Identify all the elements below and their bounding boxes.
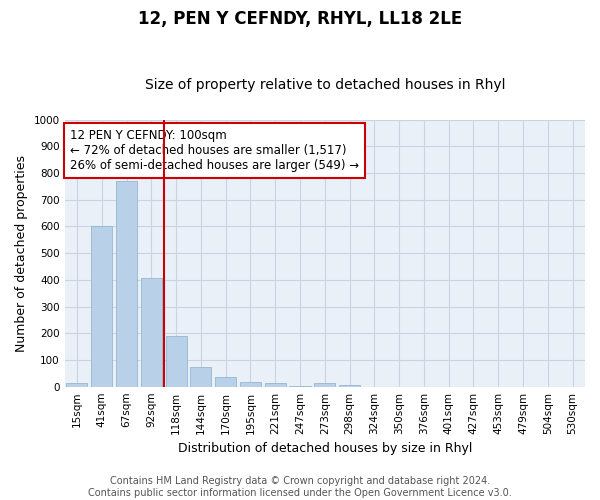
Text: 12 PEN Y CEFNDY: 100sqm
← 72% of detached houses are smaller (1,517)
26% of semi: 12 PEN Y CEFNDY: 100sqm ← 72% of detache… bbox=[70, 129, 359, 172]
Bar bbox=[91, 226, 112, 386]
Text: 12, PEN Y CEFNDY, RHYL, LL18 2LE: 12, PEN Y CEFNDY, RHYL, LL18 2LE bbox=[138, 10, 462, 28]
Text: Contains HM Land Registry data © Crown copyright and database right 2024.
Contai: Contains HM Land Registry data © Crown c… bbox=[88, 476, 512, 498]
Bar bbox=[116, 181, 137, 386]
Bar bbox=[215, 378, 236, 386]
Bar bbox=[240, 382, 261, 386]
X-axis label: Distribution of detached houses by size in Rhyl: Distribution of detached houses by size … bbox=[178, 442, 472, 455]
Bar bbox=[67, 383, 88, 386]
Bar bbox=[190, 366, 211, 386]
Bar bbox=[141, 278, 162, 386]
Title: Size of property relative to detached houses in Rhyl: Size of property relative to detached ho… bbox=[145, 78, 505, 92]
Bar bbox=[166, 336, 187, 386]
Y-axis label: Number of detached properties: Number of detached properties bbox=[15, 154, 28, 352]
Bar bbox=[314, 384, 335, 386]
Bar bbox=[265, 383, 286, 386]
